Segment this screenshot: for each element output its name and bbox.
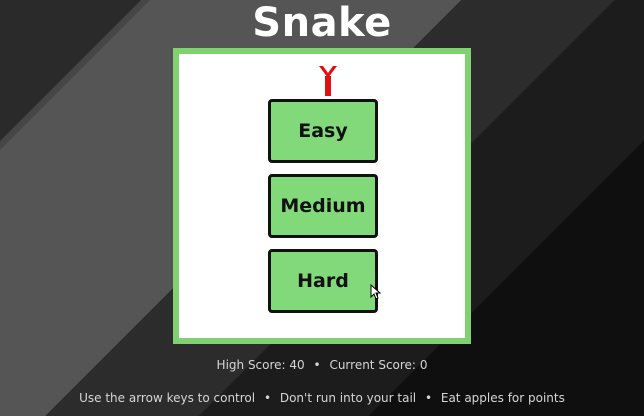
- snake-tongue-icon: [319, 66, 337, 96]
- score-line: High Score: 40 • Current Score: 0: [0, 358, 644, 372]
- current-score-label: Current Score:: [329, 358, 416, 372]
- current-score-value: 0: [419, 358, 428, 372]
- mouse-pointer-icon: [370, 284, 382, 300]
- high-score-label: High Score:: [216, 358, 286, 372]
- instructions-line: Use the arrow keys to control • Don't ru…: [0, 391, 644, 405]
- hard-button-label: Hard: [297, 270, 349, 292]
- easy-button[interactable]: Easy: [268, 99, 378, 163]
- instruction-controls: Use the arrow keys to control: [79, 391, 256, 405]
- hard-button[interactable]: Hard: [268, 249, 378, 313]
- game-board: Easy Medium Hard: [173, 48, 471, 344]
- instruction-apples: Eat apples for points: [440, 391, 565, 405]
- instruction-separator: •: [424, 391, 433, 405]
- medium-button[interactable]: Medium: [268, 174, 378, 238]
- easy-button-label: Easy: [298, 120, 348, 142]
- medium-button-label: Medium: [280, 195, 366, 217]
- game-title: Snake: [252, 0, 392, 46]
- score-separator: •: [313, 358, 321, 372]
- high-score-value: 40: [289, 358, 305, 372]
- instruction-tail: Don't run into your tail: [279, 391, 417, 405]
- instruction-separator: •: [263, 391, 272, 405]
